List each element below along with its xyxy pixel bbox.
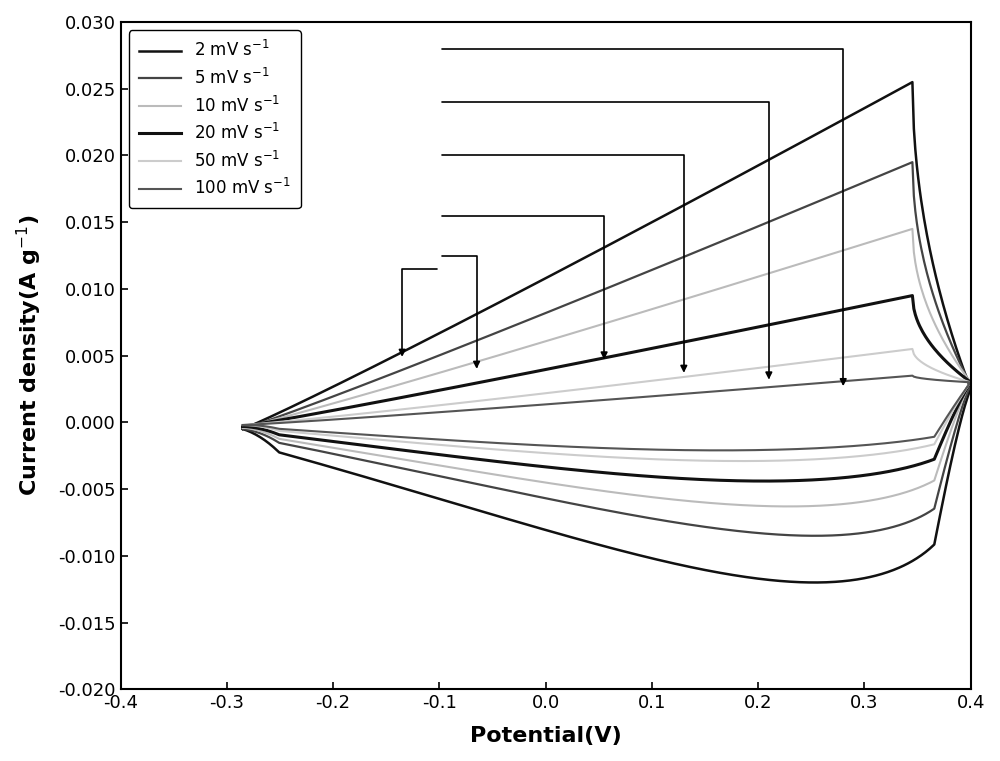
X-axis label: Potential(V): Potential(V) [470, 726, 622, 746]
10 mV s$^{-1}$ [782, 501, 794, 511]
10 mV s$^{-1}$ [237, 423, 249, 432]
100 mV s$^{-1}$ [555, 441, 567, 451]
10 mV s$^{-1}$ [386, 382, 398, 391]
Line: 20 mV s$^{-1}$: 20 mV s$^{-1}$ [243, 295, 971, 481]
2 mV s$^{-1}$ [237, 425, 249, 434]
2 mV s$^{-1}$ [555, 530, 567, 539]
2 mV s$^{-1}$ [826, 121, 838, 130]
100 mV s$^{-1}$ [690, 446, 702, 455]
100 mV s$^{-1}$ [714, 446, 726, 455]
Line: 50 mV s$^{-1}$: 50 mV s$^{-1}$ [243, 349, 971, 461]
20 mV s$^{-1}$ [237, 422, 249, 431]
2 mV s$^{-1}$ [809, 578, 821, 587]
2 mV s$^{-1}$ [237, 425, 249, 434]
2 mV s$^{-1}$ [529, 522, 541, 531]
10 mV s$^{-1}$ [826, 250, 838, 259]
20 mV s$^{-1}$ [826, 307, 838, 317]
100 mV s$^{-1}$ [879, 374, 891, 383]
2 mV s$^{-1}$ [879, 93, 891, 102]
Line: 100 mV s$^{-1}$: 100 mV s$^{-1}$ [243, 376, 971, 451]
50 mV s$^{-1}$ [736, 457, 748, 466]
10 mV s$^{-1}$ [690, 497, 702, 506]
5 mV s$^{-1}$ [237, 425, 249, 434]
Line: 2 mV s$^{-1}$: 2 mV s$^{-1}$ [243, 82, 971, 582]
50 mV s$^{-1}$ [386, 406, 398, 415]
10 mV s$^{-1}$ [555, 480, 567, 489]
20 mV s$^{-1}$ [879, 297, 891, 306]
10 mV s$^{-1}$ [906, 224, 918, 234]
5 mV s$^{-1}$ [386, 369, 398, 378]
5 mV s$^{-1}$ [529, 492, 541, 501]
100 mV s$^{-1}$ [237, 421, 249, 430]
5 mV s$^{-1}$ [555, 497, 567, 506]
20 mV s$^{-1}$ [529, 461, 541, 470]
100 mV s$^{-1}$ [826, 377, 838, 387]
50 mV s$^{-1}$ [879, 348, 891, 357]
Y-axis label: Current density(A g$^{-1}$): Current density(A g$^{-1}$) [15, 215, 44, 496]
20 mV s$^{-1}$ [758, 476, 770, 486]
20 mV s$^{-1}$ [555, 464, 567, 473]
5 mV s$^{-1}$ [809, 531, 821, 540]
100 mV s$^{-1}$ [906, 371, 918, 380]
100 mV s$^{-1}$ [529, 441, 541, 450]
100 mV s$^{-1}$ [386, 411, 398, 420]
20 mV s$^{-1}$ [237, 422, 249, 431]
50 mV s$^{-1}$ [237, 421, 249, 430]
50 mV s$^{-1}$ [237, 421, 249, 430]
20 mV s$^{-1}$ [690, 475, 702, 484]
Line: 10 mV s$^{-1}$: 10 mV s$^{-1}$ [243, 229, 971, 506]
5 mV s$^{-1}$ [879, 169, 891, 178]
5 mV s$^{-1}$ [826, 191, 838, 200]
Legend: 2 mV s$^{-1}$, 5 mV s$^{-1}$, 10 mV s$^{-1}$, 20 mV s$^{-1}$, 50 mV s$^{-1}$, 10: 2 mV s$^{-1}$, 5 mV s$^{-1}$, 10 mV s$^{… [129, 30, 301, 209]
20 mV s$^{-1}$ [906, 291, 918, 300]
50 mV s$^{-1}$ [555, 450, 567, 459]
2 mV s$^{-1}$ [906, 78, 918, 87]
100 mV s$^{-1}$ [237, 421, 249, 430]
2 mV s$^{-1}$ [386, 353, 398, 362]
50 mV s$^{-1}$ [529, 447, 541, 457]
20 mV s$^{-1}$ [386, 395, 398, 404]
50 mV s$^{-1}$ [826, 355, 838, 364]
10 mV s$^{-1}$ [879, 233, 891, 242]
5 mV s$^{-1}$ [690, 521, 702, 530]
50 mV s$^{-1}$ [690, 456, 702, 465]
5 mV s$^{-1}$ [906, 158, 918, 167]
10 mV s$^{-1}$ [237, 423, 249, 432]
Line: 5 mV s$^{-1}$: 5 mV s$^{-1}$ [243, 162, 971, 536]
2 mV s$^{-1}$ [690, 564, 702, 573]
10 mV s$^{-1}$ [529, 476, 541, 486]
50 mV s$^{-1}$ [906, 345, 918, 354]
5 mV s$^{-1}$ [237, 425, 249, 434]
